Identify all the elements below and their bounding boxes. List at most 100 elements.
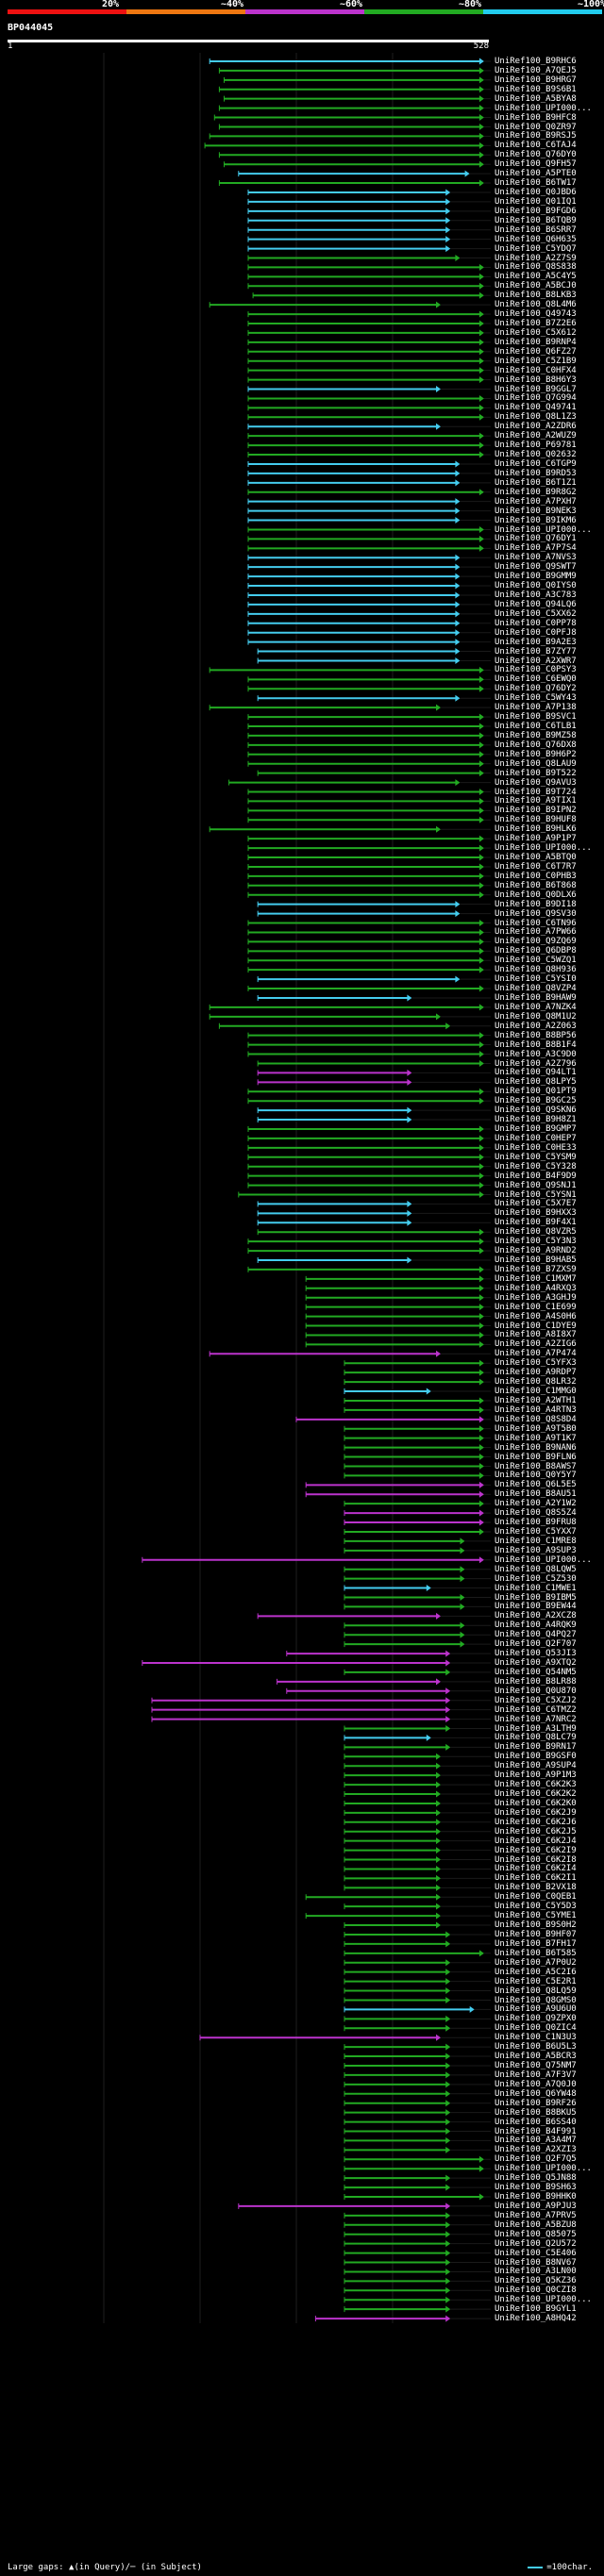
hit-label[interactable]: UniRef100_A2WUZ9 [495, 431, 577, 441]
hit-label[interactable]: UniRef100_A9T1K7 [495, 1433, 577, 1443]
hit-label[interactable]: UniRef100_Q5JN88 [495, 2173, 577, 2184]
hit-label[interactable]: UniRef100_C6TN96 [495, 918, 577, 928]
hit-label[interactable]: UniRef100_C6K2J5 [495, 1826, 577, 1836]
hit-label[interactable]: UniRef100_C5X7E7 [495, 1199, 577, 1209]
hit-label[interactable]: UniRef100_C1E699 [495, 1302, 577, 1312]
hit-label[interactable]: UniRef100_A7NVS3 [495, 553, 577, 563]
hit-label[interactable]: UniRef100_A2ZDR6 [495, 422, 577, 432]
hit-label[interactable]: UniRef100_A7P138 [495, 703, 577, 713]
hit-label[interactable]: UniRef100_A4RTN3 [495, 1404, 577, 1415]
hit-label[interactable]: UniRef100_C5YSN1 [495, 1189, 577, 1200]
hit-label[interactable]: UniRef100_B9EW44 [495, 1602, 577, 1612]
hit-label[interactable]: UniRef100_Q8S838 [495, 262, 577, 273]
hit-label[interactable]: UniRef100_B9R8G2 [495, 487, 577, 497]
hit-label[interactable]: UniRef100_B9GC25 [495, 1096, 577, 1106]
hit-label[interactable]: UniRef100_Q02632 [495, 450, 577, 460]
hit-label[interactable]: UniRef100_A9RDP7 [495, 1368, 577, 1378]
hit-label[interactable]: UniRef100_A4S0H6 [495, 1311, 577, 1321]
hit-label[interactable]: UniRef100_B9MZ58 [495, 730, 577, 740]
hit-label[interactable]: UniRef100_B9GSF0 [495, 1752, 577, 1762]
hit-label[interactable]: UniRef100_A5BYA8 [495, 93, 577, 104]
hit-label[interactable]: UniRef100_C0QEB1 [495, 1892, 577, 1903]
hit-label[interactable]: UniRef100_A7PXH7 [495, 496, 577, 507]
hit-label[interactable]: UniRef100_A5BCJ0 [495, 281, 577, 291]
hit-label[interactable]: UniRef100_B8AWS7 [495, 1461, 577, 1471]
hit-label[interactable]: UniRef100_C1N3U3 [495, 2033, 577, 2043]
hit-label[interactable]: UniRef100_B9SVC1 [495, 712, 577, 723]
hit-label[interactable]: UniRef100_Q85075 [495, 2229, 577, 2239]
hit-label[interactable]: UniRef100_B7ZXS9 [495, 1264, 577, 1274]
hit-label[interactable]: UniRef100_C5Y328 [495, 1161, 577, 1172]
hit-label[interactable]: UniRef100_A3C9D0 [495, 1049, 577, 1059]
hit-label[interactable]: UniRef100_B9HXX3 [495, 1208, 577, 1219]
hit-label[interactable]: UniRef100_B2VX18 [495, 1883, 577, 1893]
hit-label[interactable]: UniRef100_B9DI18 [495, 899, 577, 909]
hit-label[interactable]: UniRef100_A2WTH1 [495, 1395, 577, 1405]
hit-label[interactable]: UniRef100_B9HF07 [495, 1930, 577, 1939]
hit-label[interactable]: UniRef100_Q8LAU9 [495, 758, 577, 769]
hit-label[interactable]: UniRef100_C1MMG0 [495, 1387, 577, 1397]
hit-label[interactable]: UniRef100_C6K2I8 [495, 1854, 577, 1865]
hit-label[interactable]: UniRef100_C5YSI0 [495, 974, 577, 985]
hit-label[interactable]: UniRef100_Q8GMS0 [495, 1995, 577, 2005]
hit-label[interactable]: UniRef100_C5WY43 [495, 693, 577, 704]
hit-label[interactable]: UniRef100_A7NRC2 [495, 1714, 577, 1724]
hit-label[interactable]: UniRef100_B8BKU5 [495, 2107, 577, 2118]
hit-label[interactable]: UniRef100_C5Y5D3 [495, 1902, 577, 1912]
hit-label[interactable]: UniRef100_A7PRV5 [495, 2210, 577, 2220]
hit-label[interactable]: UniRef100_A9TIX1 [495, 796, 577, 806]
hit-label[interactable]: UniRef100_Q0DLX6 [495, 889, 577, 900]
hit-label[interactable]: UniRef100_C5YFX3 [495, 1358, 577, 1369]
hit-label[interactable]: UniRef100_Q0U870 [495, 1686, 577, 1696]
hit-label[interactable]: UniRef100_Q2U572 [495, 2238, 577, 2249]
hit-label[interactable]: UniRef100_C5E2R1 [495, 1976, 577, 1986]
hit-label[interactable]: UniRef100_A8I8X7 [495, 1330, 577, 1340]
hit-label[interactable]: UniRef100_C6K2K0 [495, 1798, 577, 1808]
hit-label[interactable]: UniRef100_B7ZY77 [495, 646, 577, 656]
hit-label[interactable]: UniRef100_B9IKM6 [495, 515, 577, 525]
hit-label[interactable]: UniRef100_C5XZJ2 [495, 1695, 577, 1705]
hit-label[interactable]: UniRef100_B9H8Z1 [495, 1115, 577, 1125]
hit-label[interactable]: UniRef100_B9GGL7 [495, 384, 577, 394]
hit-label[interactable]: UniRef100_C6K2I9 [495, 1845, 577, 1855]
hit-label[interactable]: UniRef100_C6EWQ0 [495, 674, 577, 685]
hit-label[interactable]: UniRef100_A2Y1W2 [495, 1499, 577, 1509]
hit-label[interactable]: UniRef100_A9PJU3 [495, 2201, 577, 2211]
hit-label[interactable]: UniRef100_A2XCZ8 [495, 1611, 577, 1621]
hit-label[interactable]: UniRef100_Q76DY1 [495, 534, 577, 544]
hit-label[interactable]: UniRef100_UPI000... [495, 1554, 592, 1565]
hit-label[interactable]: UniRef100_B9T522 [495, 768, 577, 778]
hit-label[interactable]: UniRef100_Q49741 [495, 403, 577, 413]
hit-label[interactable]: UniRef100_B9HRG7 [495, 75, 577, 85]
hit-label[interactable]: UniRef100_Q54NM5 [495, 1667, 577, 1677]
hit-label[interactable]: UniRef100_B8LR88 [495, 1676, 577, 1687]
hit-label[interactable]: UniRef100_B4F9D9 [495, 1171, 577, 1181]
hit-label[interactable]: UniRef100_A3LTH9 [495, 1723, 577, 1734]
hit-label[interactable]: UniRef100_C6K2I4 [495, 1864, 577, 1874]
hit-label[interactable]: UniRef100_C5YDQ7 [495, 243, 577, 254]
hit-label[interactable]: UniRef100_Q01PT9 [495, 1087, 577, 1097]
hit-label[interactable]: UniRef100_A4RXQ3 [495, 1283, 577, 1293]
hit-label[interactable]: UniRef100_Q9SV30 [495, 908, 577, 919]
hit-label[interactable]: UniRef100_A7PW66 [495, 927, 577, 938]
hit-label[interactable]: UniRef100_C0PP78 [495, 618, 577, 628]
hit-label[interactable]: UniRef100_A3C783 [495, 590, 577, 600]
hit-label[interactable]: UniRef100_Q49743 [495, 309, 577, 320]
hit-label[interactable]: UniRef100_Q9SNJ1 [495, 1180, 577, 1190]
hit-label[interactable]: UniRef100_A7P7S4 [495, 543, 577, 554]
hit-label[interactable]: UniRef100_B9GYL1 [495, 2304, 577, 2315]
hit-label[interactable]: UniRef100_A7Q0J0 [495, 2079, 577, 2089]
hit-label[interactable]: UniRef100_Q8LC79 [495, 1733, 577, 1743]
hit-label[interactable]: UniRef100_C5YME1 [495, 1911, 577, 1921]
hit-label[interactable]: UniRef100_A7QEJ5 [495, 65, 577, 75]
hit-label[interactable]: UniRef100_UPI000... [495, 2164, 592, 2174]
hit-label[interactable]: UniRef100_C0PSY3 [495, 665, 577, 675]
hit-label[interactable]: UniRef100_Q4PQ27 [495, 1630, 577, 1640]
hit-label[interactable]: UniRef100_B9HUF8 [495, 815, 577, 825]
hit-label[interactable]: UniRef100_P69781 [495, 440, 577, 451]
hit-label[interactable]: UniRef100_C1MRE8 [495, 1536, 577, 1546]
hit-label[interactable]: UniRef100_Q5KZ36 [495, 2276, 577, 2286]
hit-label[interactable]: UniRef100_A9XTQ2 [495, 1658, 577, 1669]
hit-label[interactable]: UniRef100_A7P474 [495, 1349, 577, 1359]
hit-label[interactable]: UniRef100_C5Z1B9 [495, 356, 577, 366]
